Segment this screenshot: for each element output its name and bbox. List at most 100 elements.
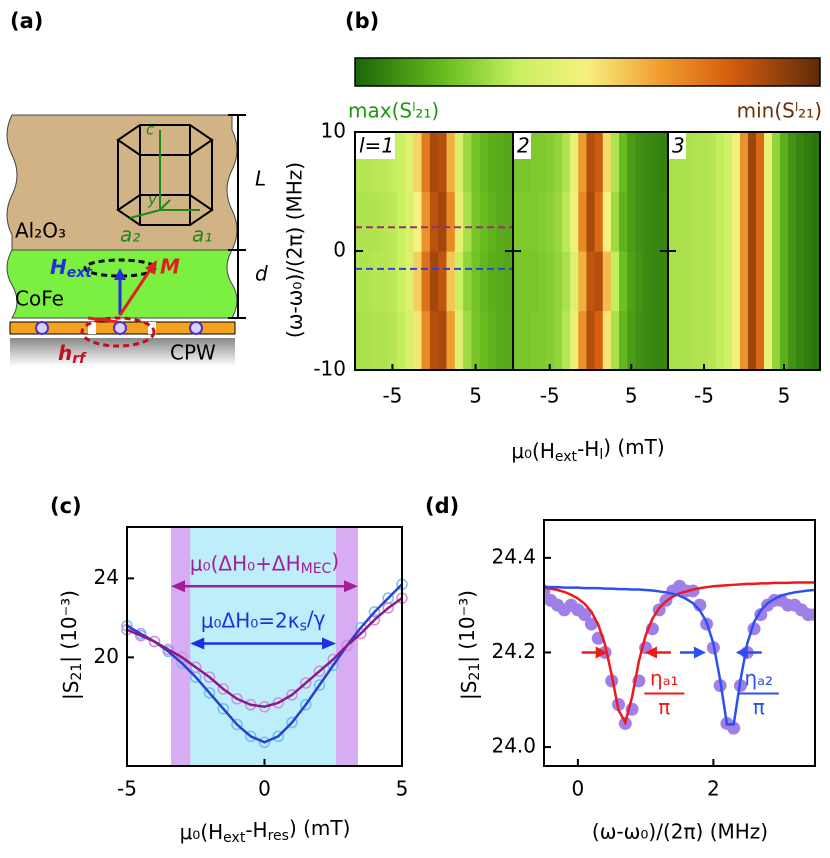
field-label: Hext [50, 255, 93, 281]
heat-cell [454, 132, 464, 193]
current-symbols [35, 321, 203, 335]
heat-cell [772, 310, 781, 371]
heat-cell [700, 132, 709, 193]
data-point [341, 639, 353, 652]
heat-cell [488, 191, 497, 252]
heat-cell [396, 251, 406, 312]
heat-cell [463, 310, 473, 371]
axis-label: y [147, 191, 158, 209]
x-tick-label: 5 [778, 384, 791, 408]
heat-cell [553, 132, 563, 193]
heat-cell [732, 251, 741, 312]
heat-cell [756, 310, 765, 371]
heat-cell [619, 310, 628, 371]
heat-cell [700, 251, 709, 312]
data-point [584, 617, 598, 631]
heat-cell [610, 132, 620, 193]
heat-cell [355, 310, 364, 371]
heat-cell [684, 132, 693, 193]
heat-cell [732, 132, 741, 193]
heat-cell [635, 191, 645, 252]
heat-cell [659, 132, 669, 193]
arrow-head [114, 268, 126, 280]
heat-cell [635, 251, 645, 312]
label-box [669, 133, 686, 159]
heat-cell [740, 251, 749, 312]
heat-cell [812, 310, 821, 371]
heat-cell [438, 132, 448, 193]
heat-cell [413, 251, 423, 312]
panel-label: (a) [10, 9, 43, 33]
heat-cell [668, 132, 677, 193]
crystal-cell [116, 124, 214, 226]
y-tick-label: -10 [313, 357, 346, 381]
label-part: ) [331, 549, 339, 573]
fit-line [126, 583, 403, 744]
waveguide-gap [148, 322, 156, 334]
heat-cell [796, 251, 805, 312]
heat-cell [488, 132, 497, 193]
heat-cell [610, 310, 620, 371]
heat-cell [363, 310, 373, 371]
heat-cell [804, 132, 813, 193]
x-axis-label: μ₀(Hext-Hl) (mT) [511, 434, 664, 465]
heat-cell [724, 251, 733, 312]
heat-cell [578, 310, 588, 371]
heat-cell [716, 191, 725, 252]
data-point [162, 643, 174, 656]
heat-cell [772, 191, 781, 252]
heat-cell [684, 310, 693, 371]
x-tick-label: 5 [625, 384, 638, 408]
heat-cell [748, 132, 757, 193]
heat-cell [676, 191, 685, 252]
heat-cell [732, 310, 741, 371]
heat-cell [732, 191, 741, 252]
heat-cell [413, 191, 423, 252]
rf-loop [80, 316, 156, 348]
heat-cell [740, 132, 749, 193]
heat-cell [578, 191, 588, 252]
x-tick-label: 5 [396, 777, 409, 801]
heat-cell [446, 310, 456, 371]
heat-cell [355, 191, 364, 252]
y-tick-label: 24.0 [491, 734, 536, 758]
heat-cell [610, 191, 620, 252]
heat-cell [764, 132, 773, 193]
heat-cell [668, 251, 677, 312]
axis-label: a₂ [120, 223, 140, 247]
data-point [382, 602, 394, 614]
heat-cell [396, 132, 406, 193]
heat-cell [513, 132, 522, 193]
heat-cell [513, 251, 522, 312]
data-point [300, 677, 312, 689]
x-tick-label: -5 [694, 384, 714, 408]
heat-cell [513, 310, 522, 371]
label-part: μ₀(ΔH₀+ΔH [190, 551, 301, 575]
heat-cell [796, 132, 805, 193]
data-point [217, 683, 229, 695]
panel-label: (b) [345, 9, 379, 33]
fraction-numerator: ηₐ₁ [650, 666, 679, 690]
heat-cell [772, 251, 781, 312]
heat-cell [724, 191, 733, 252]
heat-cell [724, 132, 733, 193]
panel-label: (d) [425, 494, 459, 518]
heat-cell [446, 251, 456, 312]
fraction-numerator: ηₐ₂ [745, 666, 774, 690]
heat-cell [716, 251, 725, 312]
heat-cell [446, 191, 456, 252]
heat-cell [692, 310, 701, 371]
heat-cell [496, 310, 506, 371]
heat-cell [764, 251, 773, 312]
heat-cell [594, 132, 604, 193]
heat-cell [363, 132, 373, 193]
heat-cell [379, 310, 389, 371]
heat-cell [796, 310, 805, 371]
heat-cell [363, 191, 373, 252]
heat-cell [812, 251, 821, 312]
label-part: -H [245, 817, 267, 841]
heat-cell [627, 191, 636, 252]
label-part: | (10⁻³) [56, 590, 80, 663]
heat-cell [594, 251, 604, 312]
heat-cell [586, 251, 596, 312]
